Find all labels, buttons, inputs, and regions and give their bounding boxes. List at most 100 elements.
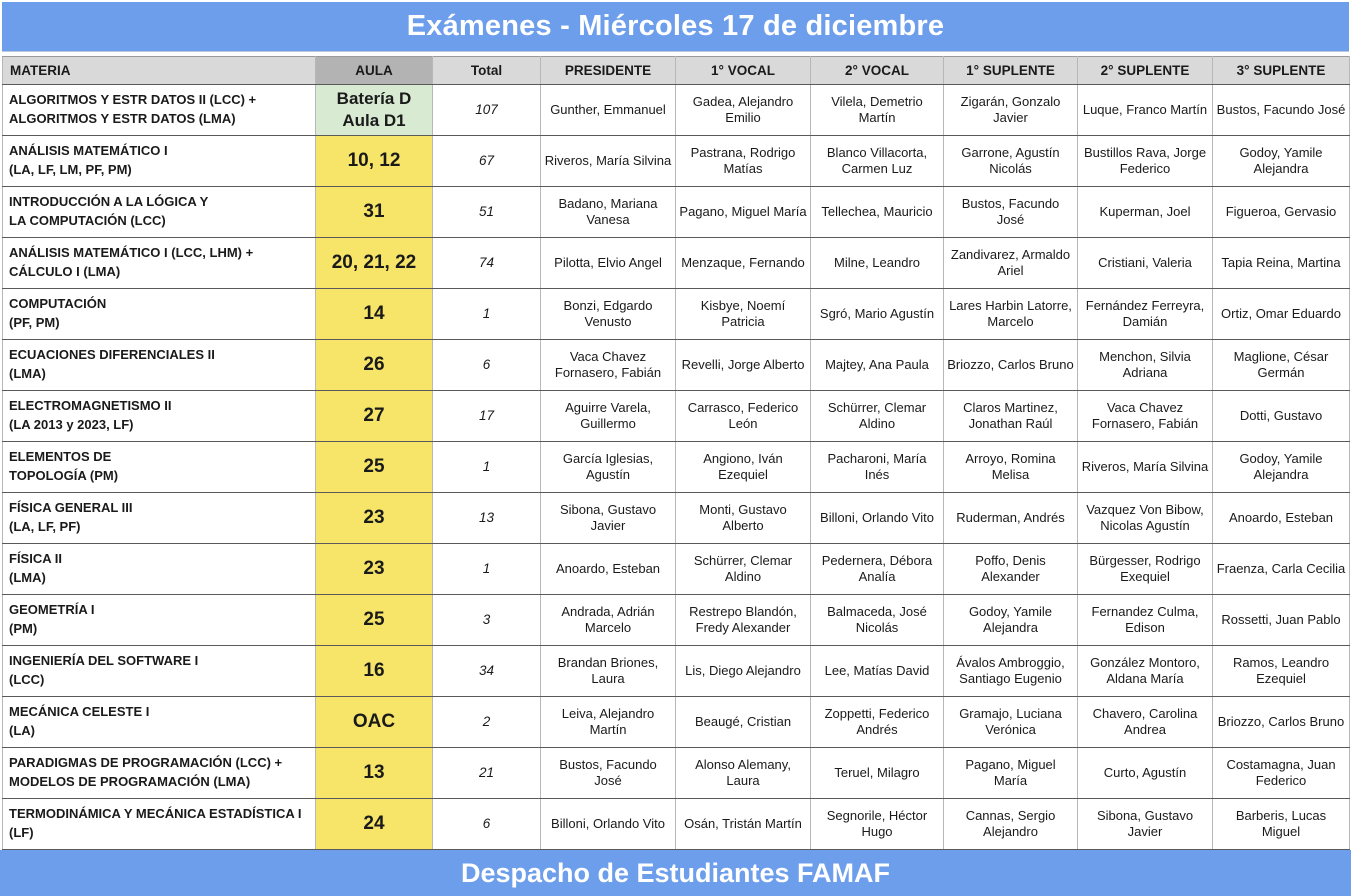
table-row: MECÁNICA CELESTE I (LA) OAC 2 Leiva, Alejand… (2, 696, 1350, 748)
col-header-presidente: PRESIDENTE (540, 56, 676, 85)
materia-line: (LCC) (9, 672, 45, 687)
aula-value: 23 (363, 506, 385, 528)
col-header-suplente2: 2° SUPLENTE (1077, 56, 1213, 85)
materia-line: TOPOLOGÍA (PM) (9, 468, 119, 483)
suplente2-cell: Bürgesser, Rodrigo Exequiel (1077, 543, 1213, 595)
table-row: GEOMETRÍA I (PM) 25 3 Andrada, Adrián Marcel… (2, 594, 1350, 646)
aula-value: 10, 12 (347, 149, 401, 171)
aula-cell: 31 (315, 186, 433, 238)
total-cell: 2 (432, 696, 541, 748)
table-row: ELECTROMAGNETISMO II (LA 2013 y 2023, LF)… (2, 390, 1350, 442)
table-row: ANÁLISIS MATEMÁTICO I (LCC, LHM) + CÁLCUL… (2, 237, 1350, 289)
materia-cell: MECÁNICA CELESTE I (LA) (2, 696, 316, 748)
materia-line: FÍSICA II (9, 551, 62, 567)
suplente1-cell: Godoy, Yamile Alejandra (943, 594, 1078, 646)
footer-title: Despacho de Estudiantes FAMAF (460, 857, 891, 888)
aula-cell: 24 (315, 798, 433, 850)
vocal2-cell: Segnorile, Héctor Hugo (810, 798, 944, 850)
title-bar: Exámenes - Miércoles 17 de diciembre (2, 2, 1349, 51)
materia-cell: INTRODUCCIÓN A LA LÓGICA Y LA COMPUTACIÓN… (2, 186, 316, 238)
materia-cell: ECUACIONES DIFERENCIALES II (LMA) (2, 339, 316, 391)
total-cell: 17 (432, 390, 541, 442)
vocal1-cell: Menzaque, Fernando (675, 237, 811, 289)
suplente2-cell: Chavero, Carolina Andrea (1077, 696, 1213, 748)
suplente3-cell: Godoy, Yamile Alejandra (1212, 441, 1350, 493)
vocal2-cell: Billoni, Orlando Vito (810, 492, 944, 544)
materia-line: GEOMETRÍA I (9, 602, 95, 618)
col-header-suplente1: 1° SUPLENTE (943, 56, 1078, 85)
col-header-suplente3: 3° SUPLENTE (1212, 56, 1350, 85)
total-cell: 51 (432, 186, 541, 238)
exams-table: MATERIA AULA Total PRESIDENTE 1° VOCAL 2… (2, 56, 1350, 850)
vocal2-cell: Majtey, Ana Paula (810, 339, 944, 391)
aula-value: Aula D1 (342, 111, 406, 130)
materia-line: (LF) (9, 825, 34, 840)
col-header-vocal1: 1° VOCAL (675, 56, 811, 85)
materia-cell: COMPUTACIÓN (PF, PM) (2, 288, 316, 340)
aula-cell: 23 (315, 492, 433, 544)
table-row: TERMODINÁMICA Y MECÁNICA ESTADÍSTICA I (L… (2, 798, 1350, 850)
table-row: ELEMENTOS DE TOPOLOGÍA (PM) 25 1 García Igle… (2, 441, 1350, 493)
suplente1-cell: Zandivarez, Armaldo Ariel (943, 237, 1078, 289)
table-row: ALGORITMOS Y ESTR DATOS II (LCC) + ALGORI… (2, 84, 1350, 136)
aula-cell: 23 (315, 543, 433, 595)
vocal1-cell: Kisbye, Noemí Patricia (675, 288, 811, 340)
suplente3-cell: Maglione, César Germán (1212, 339, 1350, 391)
suplente2-cell: Menchon, Silvia Adriana (1077, 339, 1213, 391)
suplente3-cell: Rossetti, Juan Pablo (1212, 594, 1350, 646)
suplente1-cell: Zigarán, Gonzalo Javier (943, 84, 1078, 136)
total-cell: 1 (432, 288, 541, 340)
presidente-cell: Brandan Briones, Laura (540, 645, 676, 697)
page-title: Exámenes - Miércoles 17 de diciembre (406, 10, 945, 42)
vocal2-cell: Schürrer, Clemar Aldino (810, 390, 944, 442)
footer-bar: Despacho de Estudiantes FAMAF (0, 850, 1351, 896)
suplente3-cell: Bustos, Facundo José (1212, 84, 1350, 136)
table-row: INGENIERÍA DEL SOFTWARE I (LCC) 16 34 Branda… (2, 645, 1350, 697)
vocal2-cell: Lee, Matías David (810, 645, 944, 697)
suplente1-cell: Arroyo, Romina Melisa (943, 441, 1078, 493)
aula-value: 20, 21, 22 (331, 251, 417, 273)
total-cell: 1 (432, 441, 541, 493)
vocal1-cell: Gadea, Alejandro Emilio (675, 84, 811, 136)
aula-value: 31 (363, 200, 385, 222)
presidente-cell: Bustos, Facundo José (540, 747, 676, 799)
presidente-cell: Vaca Chavez Fornasero, Fabián (540, 339, 676, 391)
vocal2-cell: Balmaceda, José Nicolás (810, 594, 944, 646)
aula-value: OAC (352, 710, 396, 732)
presidente-cell: Billoni, Orlando Vito (540, 798, 676, 850)
vocal2-cell: Tellechea, Mauricio (810, 186, 944, 238)
aula-cell: 26 (315, 339, 433, 391)
suplente2-cell: Vaca Chavez Fornasero, Fabián (1077, 390, 1213, 442)
vocal2-cell: Pacharoni, María Inés (810, 441, 944, 493)
vocal2-cell: Vilela, Demetrio Martín (810, 84, 944, 136)
suplente2-cell: Curto, Agustín (1077, 747, 1213, 799)
materia-cell: FÍSICA II (LMA) (2, 543, 316, 595)
aula-value: 24 (363, 812, 385, 834)
materia-line: ALGORITMOS Y ESTR DATOS II (LCC) + (9, 92, 257, 108)
total-cell: 6 (432, 339, 541, 391)
aula-cell: OAC (315, 696, 433, 748)
materia-line: (LA 2013 y 2023, LF) (9, 417, 134, 432)
vocal2-cell: Teruel, Milagro (810, 747, 944, 799)
vocal1-cell: Alonso Alemany, Laura (675, 747, 811, 799)
suplente3-cell: Anoardo, Esteban (1212, 492, 1350, 544)
aula-value: 26 (363, 353, 385, 375)
materia-cell: ANÁLISIS MATEMÁTICO I (LCC, LHM) + CÁLCUL… (2, 237, 316, 289)
suplente1-cell: Cannas, Sergio Alejandro (943, 798, 1078, 850)
suplente1-cell: Gramajo, Luciana Verónica (943, 696, 1078, 748)
aula-cell: Batería D Aula D1 (315, 84, 433, 136)
vocal1-cell: Restrepo Blandón, Fredy Alexander (675, 594, 811, 646)
aula-cell: 27 (315, 390, 433, 442)
materia-line: ANÁLISIS MATEMÁTICO I (9, 143, 168, 159)
materia-line: (LA, LF, LM, PF, PM) (9, 162, 132, 177)
materia-line: INTRODUCCIÓN A LA LÓGICA Y (9, 194, 209, 210)
total-cell: 13 (432, 492, 541, 544)
suplente3-cell: Godoy, Yamile Alejandra (1212, 135, 1350, 187)
vocal1-cell: Osán, Tristán Martín (675, 798, 811, 850)
suplente1-cell: Claros Martinez, Jonathan Raúl (943, 390, 1078, 442)
table-row: ANÁLISIS MATEMÁTICO I (LA, LF, LM, PF, PM… (2, 135, 1350, 187)
presidente-cell: Andrada, Adrián Marcelo (540, 594, 676, 646)
suplente3-cell: Briozzo, Carlos Bruno (1212, 696, 1350, 748)
materia-cell: ELECTROMAGNETISMO II (LA 2013 y 2023, LF) (2, 390, 316, 442)
materia-cell: ELEMENTOS DE TOPOLOGÍA (PM) (2, 441, 316, 493)
